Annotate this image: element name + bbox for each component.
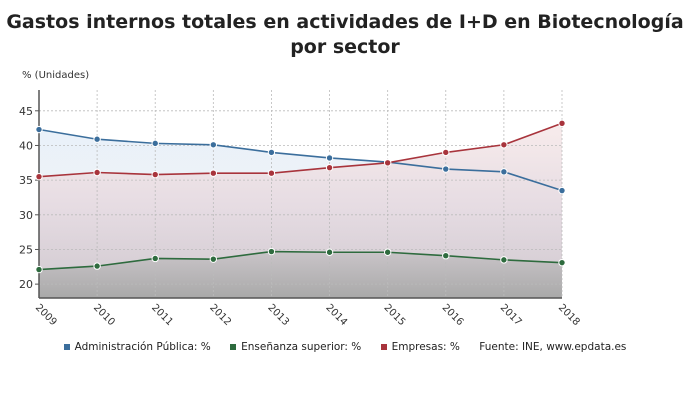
- data-point: [442, 252, 450, 260]
- data-point: [209, 169, 218, 177]
- data-point: [325, 154, 334, 162]
- y-tick-label: 20: [19, 278, 33, 291]
- data-point: [500, 256, 508, 264]
- y-axis-label: % (Unidades): [22, 70, 90, 81]
- series-line-0: [38, 128, 563, 192]
- data-point: [35, 265, 43, 274]
- data-point: [209, 141, 218, 149]
- x-tick-label: 2015: [382, 302, 408, 328]
- data-point: [442, 148, 450, 157]
- data-point: [558, 186, 566, 195]
- data-point: [500, 141, 508, 149]
- legend-label: Enseñanza superior: %: [241, 341, 362, 353]
- area-ensenanza: [39, 251, 562, 298]
- legend-label: Empresas: %: [391, 341, 460, 353]
- legend-item-empresas: Empresas: %: [380, 341, 460, 353]
- data-point: [558, 258, 566, 267]
- x-tick-label: 2012: [207, 302, 233, 328]
- chart-title: Gastos internos totales en actividades d…: [6, 11, 684, 58]
- data-point: [500, 168, 508, 176]
- data-point: [442, 165, 450, 173]
- legend-item-ensenanza: Enseñanza superior: %: [230, 341, 361, 353]
- x-tick-label: 2014: [323, 302, 349, 328]
- data-point: [151, 170, 159, 179]
- data-point: [325, 248, 334, 256]
- y-tick-label: 45: [19, 105, 33, 118]
- data-point: [267, 169, 276, 177]
- data-point: [267, 247, 276, 256]
- y-tick-label: 30: [19, 209, 33, 222]
- data-point: [151, 139, 159, 148]
- data-point: [325, 163, 334, 172]
- legend: Administración Pública: % Enseñanza supe…: [0, 341, 690, 353]
- data-point: [267, 148, 276, 157]
- x-tick-label: 2009: [33, 302, 59, 328]
- legend-label: Administración Pública: %: [74, 341, 211, 353]
- data-point: [558, 119, 566, 127]
- y-tick-label: 40: [19, 139, 33, 152]
- data-point: [383, 159, 392, 167]
- series-line-1: [38, 250, 563, 271]
- data-point: [151, 254, 159, 263]
- data-point: [93, 135, 101, 143]
- x-tick-label: 2017: [498, 302, 524, 328]
- x-tick-label: 2018: [556, 302, 582, 328]
- x-tick-label: 2011: [149, 302, 175, 328]
- x-tick-label: 2013: [265, 302, 291, 328]
- y-tick-label: 35: [19, 174, 33, 187]
- data-point: [93, 262, 101, 270]
- legend-swatch: [63, 344, 70, 350]
- legend-swatch: [230, 344, 237, 350]
- x-tick-label: 2010: [91, 302, 117, 328]
- series-line-2: [38, 122, 563, 178]
- legend-swatch: [380, 344, 387, 350]
- source-note: Fuente: INE, www.epdata.es: [479, 341, 627, 353]
- data-point: [209, 255, 218, 263]
- data-point: [35, 125, 43, 134]
- legend-item-admin: Administración Pública: %: [63, 341, 211, 353]
- data-point: [383, 248, 392, 256]
- data-point: [35, 172, 43, 181]
- x-tick-label: 2016: [440, 302, 466, 328]
- data-point: [93, 168, 101, 177]
- y-tick-label: 25: [19, 243, 33, 256]
